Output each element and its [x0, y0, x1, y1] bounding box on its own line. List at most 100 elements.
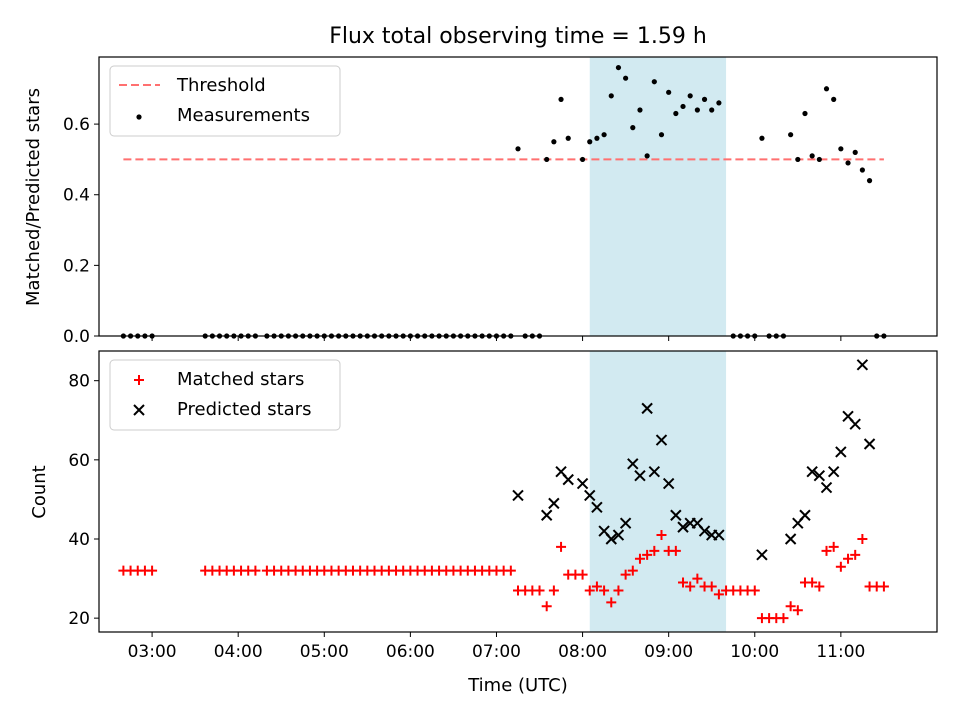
x-tick-label: 07:00: [472, 642, 521, 662]
predicted-star-point: [584, 489, 596, 502]
top-y-tick-label: 0.6: [63, 115, 90, 135]
y-axis-label-top: Matched/Predicted stars: [23, 88, 44, 306]
measurement-point: [630, 125, 636, 131]
predicted-star-point: [641, 402, 653, 415]
measurement-point: [651, 79, 657, 85]
matched-star-point: [706, 581, 717, 592]
x-tick-label: 03:00: [128, 642, 177, 662]
predicted-star-point: [648, 466, 661, 478]
measurement-point: [558, 96, 564, 102]
matched-star-point: [642, 549, 653, 560]
predicted-star-point: [540, 509, 553, 521]
top-y-tick-label: 0.0: [63, 327, 90, 347]
x-tick-label: 08:00: [558, 642, 607, 662]
x-tick-label: 09:00: [644, 642, 693, 662]
x-tick-label: 05:00: [300, 642, 349, 662]
matched-star-point: [857, 533, 868, 544]
matched-star-point: [713, 589, 724, 600]
predicted-star-point: [634, 469, 646, 482]
matched-star-point: [828, 541, 839, 552]
top-observing-window: [589, 57, 727, 336]
matched-star-point: [692, 573, 703, 584]
predicted-star-point: [619, 517, 632, 529]
bottom-y-tick-label: 20: [68, 609, 90, 629]
panel-flux-ratio: 0.0 0.2 0.4 0.6 Threshold Measurements: [63, 56, 938, 347]
chart-title: Flux total observing time = 1.59 h: [329, 24, 707, 49]
predicted-star-point: [713, 529, 725, 541]
predicted-star-point: [806, 466, 818, 478]
matched-star-point: [556, 541, 567, 552]
matched-star-point: [627, 565, 638, 576]
matched-star-point: [792, 605, 803, 616]
bottom-series-0: [118, 530, 889, 624]
predicted-star-point: [562, 473, 574, 486]
predicted-star-point: [670, 509, 682, 521]
measurement-point: [701, 96, 708, 102]
measurement-point: [802, 110, 808, 117]
matched-star-point: [878, 581, 889, 592]
predicted-star-point: [677, 521, 689, 533]
matched-star-point: [606, 597, 617, 608]
x-tick-label: 10:00: [730, 642, 779, 662]
matched-star-point: [835, 561, 846, 572]
measurement-point: [587, 139, 593, 145]
measurement-point: [709, 107, 715, 113]
measurement-point: [859, 167, 865, 173]
matched-star-point: [807, 577, 818, 588]
top-y-tick-label: 0.4: [63, 186, 90, 206]
matched-star-point: [785, 601, 796, 612]
measurement-point: [838, 146, 844, 152]
measurement-point: [680, 103, 686, 110]
measurement-point: [658, 132, 665, 138]
bottom-legend-label: Predicted stars: [177, 399, 311, 420]
bottom-y-tick-label: 80: [68, 372, 90, 392]
matched-star-point: [678, 577, 689, 588]
measurement-point: [594, 135, 600, 141]
measurement-point: [601, 132, 607, 138]
legend-measurements-swatch: [136, 114, 142, 120]
measurement-point: [644, 153, 650, 159]
measurement-point: [845, 160, 851, 166]
measurement-point: [852, 149, 858, 155]
matched-star-point: [599, 585, 610, 596]
bottom-legend-label: Matched stars: [177, 369, 304, 390]
measurement-point: [809, 153, 815, 159]
predicted-star-point: [627, 458, 639, 470]
top-frame: [98, 56, 938, 337]
matched-star-point: [534, 585, 545, 596]
x-tick-label: 04:00: [214, 642, 263, 662]
x-tick-label: 06:00: [386, 642, 435, 662]
measurement-point: [759, 135, 765, 141]
measurement-point: [637, 107, 643, 113]
matched-star-point: [670, 545, 681, 556]
matched-star-point: [591, 581, 602, 592]
matched-star-point: [584, 585, 595, 596]
measurement-point: [788, 132, 794, 138]
matched-star-point: [778, 613, 789, 624]
predicted-star-point: [849, 418, 861, 430]
predicted-star-point: [835, 446, 847, 458]
y-axis-label-bottom: Count: [29, 465, 50, 518]
matched-star-point: [505, 565, 516, 576]
measurement-point: [544, 156, 550, 163]
top-y-tick-label: 0.2: [63, 256, 90, 276]
measurement-point: [515, 146, 521, 152]
predicted-star-point: [655, 434, 668, 446]
predicted-star-point: [827, 466, 840, 478]
predicted-star-point: [856, 359, 869, 371]
predicted-star-point: [756, 549, 768, 561]
bottom-observing-window: [589, 351, 727, 632]
measurement-point: [694, 107, 700, 113]
matched-star-point: [613, 585, 624, 596]
x-axis-label: Time (UTC): [467, 675, 568, 696]
predicted-star-point: [698, 525, 711, 537]
top-legend: Threshold Measurements: [109, 65, 341, 137]
matched-star-point: [814, 581, 825, 592]
predicted-star-point: [813, 469, 826, 482]
panel-star-counts: 03:00 04:00 05:00 06:00 07:00 08:00 09:00 10:00…: [68, 350, 938, 662]
matched-star-point: [850, 549, 861, 560]
predicted-star-point: [548, 497, 560, 510]
predicted-star-point: [591, 501, 603, 514]
matched-star-point: [843, 553, 854, 564]
